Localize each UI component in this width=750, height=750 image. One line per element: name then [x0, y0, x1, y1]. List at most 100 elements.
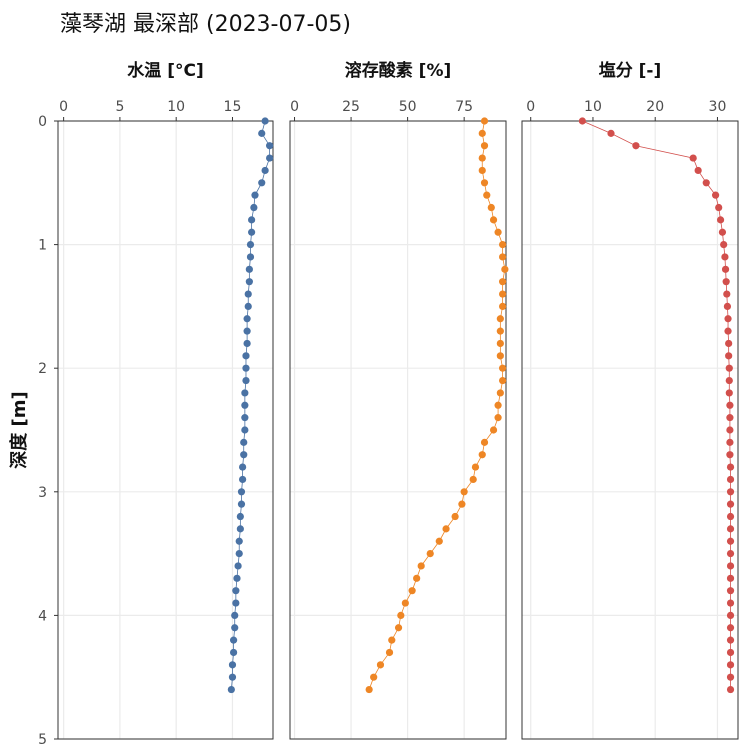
water-temp-point: [241, 401, 249, 409]
y-tick-label: 0: [38, 114, 47, 130]
dissolved-oxygen-point: [480, 179, 489, 187]
water-temp-point: [230, 648, 238, 657]
y-tick-label: 2: [38, 361, 47, 377]
water-temp-point: [241, 389, 249, 397]
salinity-x-tick-label: 0: [526, 99, 535, 115]
water-temp-point: [230, 636, 238, 644]
water-temp-point: [234, 562, 242, 570]
water-temp-point: [241, 426, 249, 434]
salinity-point: [724, 327, 732, 335]
salinity-panel-border: [521, 120, 739, 740]
dissolved-oxygen-point: [496, 339, 504, 348]
salinity-point: [718, 228, 727, 236]
salinity-point: [726, 414, 734, 422]
dissolved-oxygen-point: [471, 463, 480, 471]
dissolved-oxygen-point: [489, 426, 498, 434]
dissolved-oxygen-series-line: [368, 120, 506, 690]
dissolved-oxygen-point: [496, 327, 504, 335]
dissolved-oxygen-point: [413, 574, 421, 582]
dissolved-oxygen-point: [489, 216, 498, 224]
salinity-point: [725, 389, 733, 397]
salinity-point: [726, 550, 735, 558]
salinity-panel-title: 塩分 [-]: [599, 60, 662, 81]
water-temp-point: [232, 599, 240, 607]
water-temp-point: [246, 241, 255, 249]
dissolved-oxygen-panel-title: 溶存酸素 [%]: [345, 60, 452, 81]
dissolved-oxygen-point: [417, 562, 425, 570]
salinity-point: [715, 203, 723, 212]
water-temp-point: [242, 352, 250, 360]
dissolved-oxygen-point: [483, 191, 491, 199]
chart-title: 藻琴湖 最深部 (2023-07-05): [60, 12, 352, 37]
water-temp-point: [232, 587, 240, 595]
dissolved-oxygen-point: [494, 414, 502, 422]
salinity-point: [711, 191, 720, 199]
water-temp-x-tick-label: 5: [115, 99, 124, 115]
dissolved-oxygen-point: [408, 587, 416, 595]
dissolved-oxygen-point: [394, 624, 403, 632]
water-temp-point: [235, 537, 243, 545]
salinity-point: [723, 290, 731, 298]
water-temp-point: [245, 265, 253, 273]
dissolved-oxygen-point: [460, 488, 468, 496]
salinity-point: [689, 154, 697, 162]
salinity-point: [726, 673, 735, 681]
salinity-x-tick-label: 30: [709, 99, 727, 115]
salinity-x-tick-label: 10: [584, 99, 602, 115]
dissolved-oxygen-point: [388, 636, 396, 644]
dissolved-oxygen-point: [365, 685, 373, 694]
water-temp-point: [228, 673, 237, 681]
dissolved-oxygen-x-tick-label: 50: [399, 99, 417, 115]
water-temp-point: [258, 129, 266, 137]
grid-layer: [58, 120, 738, 740]
water-temp-point: [266, 154, 274, 162]
salinity-point: [702, 179, 710, 187]
dissolved-oxygen-point: [480, 117, 489, 125]
water-temp-point: [231, 611, 239, 620]
salinity-point: [726, 451, 734, 459]
y-tick-label: 4: [38, 608, 47, 624]
salinity-point: [716, 216, 725, 224]
salinity-point: [726, 525, 735, 533]
dissolved-oxygen-point: [496, 389, 504, 397]
salinity-point: [720, 241, 728, 249]
water-temp-x-tick-label: 15: [224, 99, 242, 115]
dissolved-oxygen-point: [435, 537, 443, 545]
dissolved-oxygen-x-tick-label: 75: [455, 99, 473, 115]
dissolved-oxygen-point: [478, 154, 486, 162]
water-temp-point: [236, 512, 244, 521]
water-temp-point: [242, 376, 250, 385]
salinity-point: [726, 648, 735, 657]
water-temp-point: [250, 203, 258, 212]
water-temp-point: [243, 327, 251, 335]
y-tick-label: 3: [38, 485, 47, 501]
y-tick-label: 1: [38, 238, 47, 254]
dissolved-oxygen-point: [376, 661, 385, 669]
salinity-point: [726, 611, 735, 620]
water-temp-panel-title: 水温 [°C]: [127, 60, 203, 81]
salinity-point: [578, 117, 586, 125]
y-axis-title: 深度 [m]: [8, 391, 30, 468]
water-temp-point: [244, 290, 252, 298]
water-temp-point: [243, 315, 251, 323]
dissolved-oxygen-point: [478, 451, 486, 459]
dissolved-oxygen-point: [397, 611, 405, 620]
dissolved-oxygen-point: [499, 253, 507, 261]
dissolved-oxygen-point: [426, 550, 434, 558]
water-temp-point: [241, 414, 249, 422]
water-temp-point: [243, 339, 251, 348]
salinity-point: [725, 339, 733, 348]
dissolved-oxygen-point: [499, 241, 507, 249]
water-temp-point: [236, 525, 244, 533]
dissolved-oxygen-point: [451, 512, 459, 521]
salinity-point: [726, 537, 735, 545]
salinity-point: [726, 438, 734, 446]
water-temp-x-tick-label: 10: [167, 99, 185, 115]
dissolved-oxygen-point: [458, 500, 466, 508]
water-temp-point: [237, 500, 246, 508]
water-temp-point: [233, 574, 241, 582]
salinity-point: [694, 166, 702, 175]
water-temp-point: [235, 550, 243, 558]
